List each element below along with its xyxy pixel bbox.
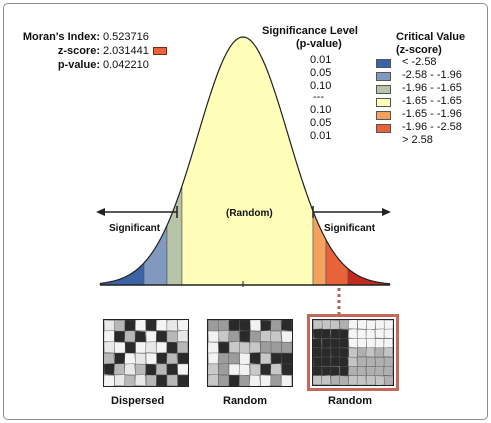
critical-value-title: Critical Value bbox=[396, 31, 466, 43]
curve-outline bbox=[99, 36, 391, 285]
legend-swatch-3 bbox=[376, 85, 391, 94]
legend-swatch-1 bbox=[376, 59, 391, 68]
significance-subtitle: (p-value) bbox=[296, 38, 342, 50]
moran-index-label: Moran's Index: bbox=[22, 31, 100, 43]
curve-band-center bbox=[181, 36, 314, 286]
normal-distribution-curve bbox=[96, 36, 391, 316]
curve-band-left-inner bbox=[166, 185, 183, 286]
critical-value-1: < -2.58 bbox=[402, 56, 437, 68]
significance-level-7: 0.01 bbox=[310, 130, 332, 142]
significance-title: Significance Level bbox=[262, 25, 358, 37]
significant-right-label: Significant bbox=[324, 223, 376, 234]
critical-value-3: -1.96 - -1.65 bbox=[402, 82, 462, 94]
legend-swatch-4 bbox=[376, 98, 391, 107]
curve-band-left-outer bbox=[99, 262, 145, 286]
legend-swatch-5 bbox=[376, 111, 391, 120]
significant-left-label: Significant bbox=[109, 223, 161, 234]
critical-value-2: -2.58 - -1.96 bbox=[402, 69, 462, 81]
clustered-pattern-map-frame bbox=[307, 314, 399, 391]
critical-value-7: > 2.58 bbox=[402, 134, 433, 146]
legend-swatch-6 bbox=[376, 124, 391, 133]
significance-level-6: 0.05 bbox=[310, 117, 332, 129]
zscore-color-marker bbox=[153, 47, 167, 55]
critical-value-6: -1.96 - -2.58 bbox=[402, 121, 462, 133]
zscore-value: 2.031441 bbox=[103, 45, 149, 57]
significance-level-4: --- bbox=[313, 91, 324, 103]
critical-value-5: -1.65 - -1.96 bbox=[402, 108, 462, 120]
map-label-clustered: Random bbox=[328, 395, 372, 407]
right-arrow-head bbox=[382, 208, 391, 216]
map-label-random: Random bbox=[223, 395, 267, 407]
zscore-label: z-score: bbox=[57, 45, 100, 57]
left-arrow-head bbox=[96, 208, 105, 216]
critical-value-subtitle: (z-score) bbox=[396, 44, 442, 56]
clustered-pattern-map bbox=[312, 319, 394, 386]
random-center-label: (Random) bbox=[226, 208, 273, 219]
significance-level-5: 0.10 bbox=[310, 104, 332, 116]
significance-level-2: 0.05 bbox=[310, 67, 332, 79]
curve-band-left-mid bbox=[143, 225, 168, 286]
pvalue-value: 0.042210 bbox=[103, 59, 149, 71]
dispersed-pattern-map bbox=[103, 319, 189, 387]
random-pattern-map bbox=[207, 319, 293, 387]
legend-swatch-2 bbox=[376, 72, 391, 81]
critical-value-4: -1.65 - -1.65 bbox=[402, 95, 462, 107]
significance-level-1: 0.01 bbox=[310, 54, 332, 66]
moran-index-value: 0.523716 bbox=[103, 31, 149, 43]
significance-level-3: 0.10 bbox=[310, 80, 332, 92]
map-label-dispersed: Dispersed bbox=[111, 395, 165, 407]
moran-report-panel: Moran's Index: 0.523716 z-score: 2.03144… bbox=[3, 3, 488, 420]
pvalue-label: p-value: bbox=[57, 59, 100, 71]
